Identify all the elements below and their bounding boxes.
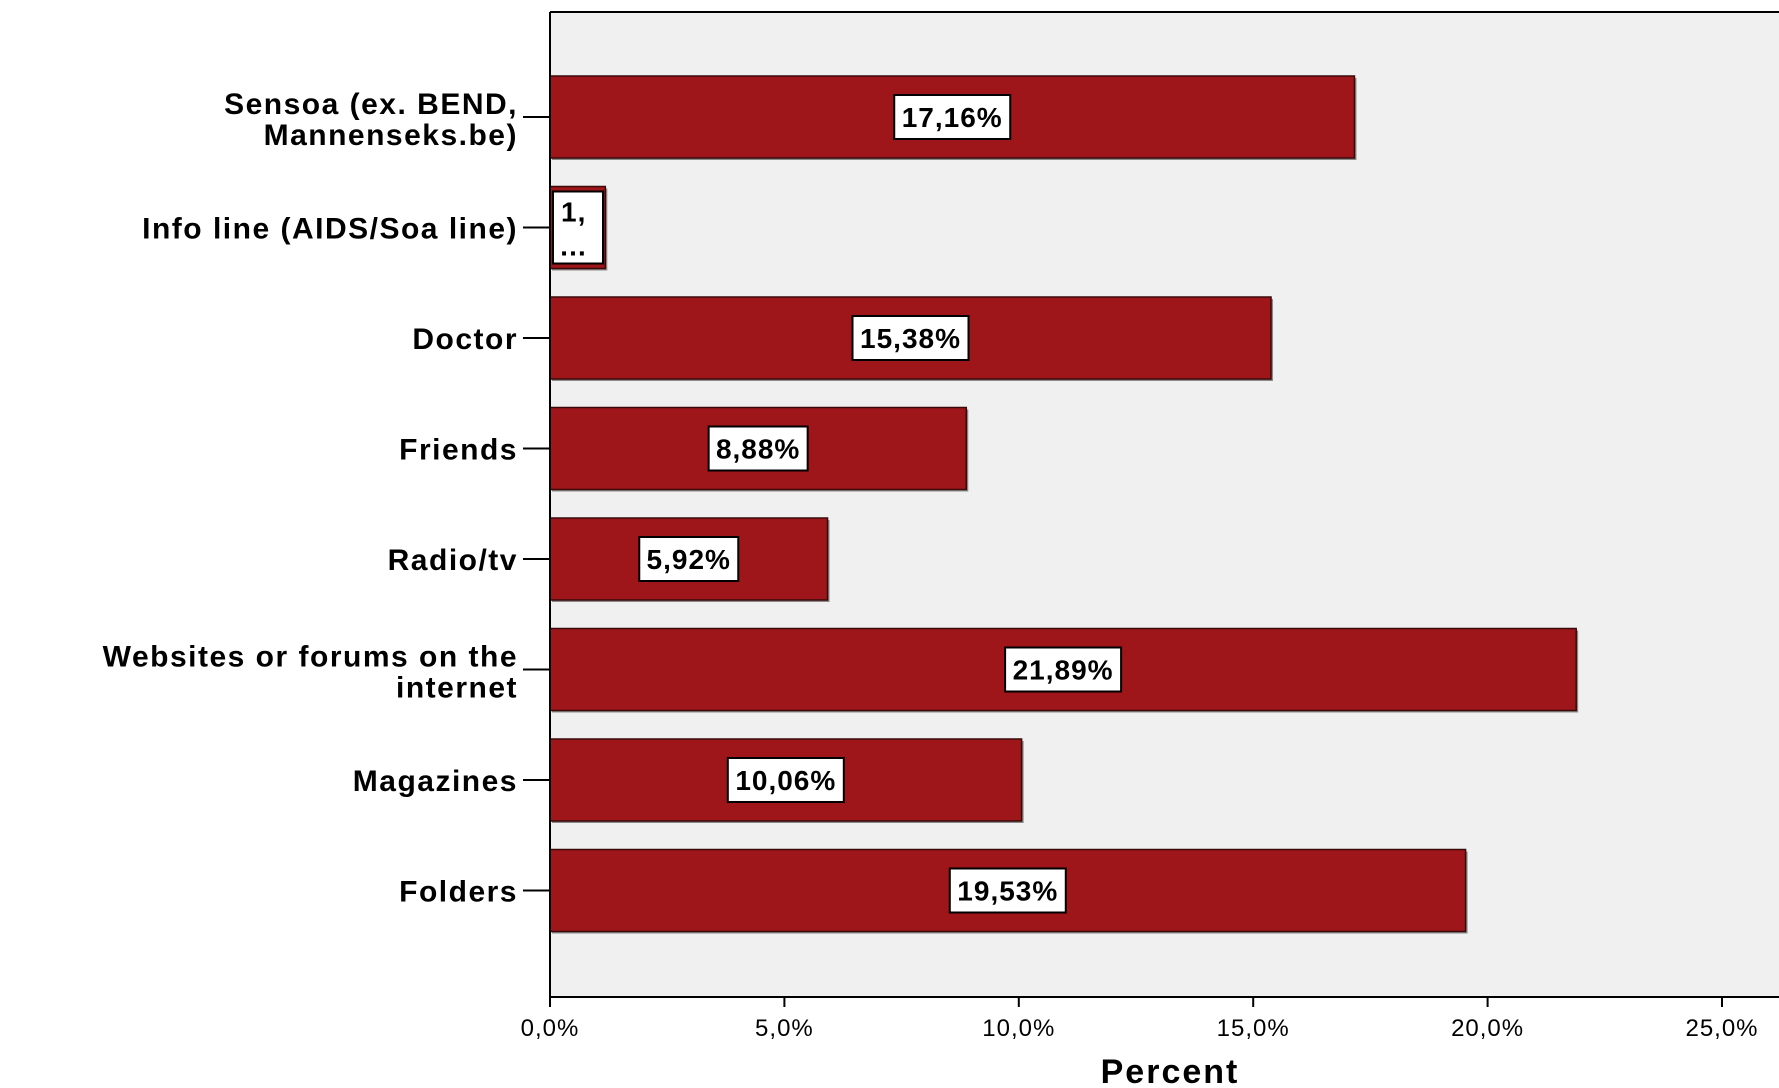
category-label: Websites or forums on the xyxy=(103,641,518,674)
category-label: Friends xyxy=(399,434,518,467)
category-label-line2: Mannenseks.be) xyxy=(264,119,518,152)
category-label: Folders xyxy=(399,876,518,909)
data-label-box xyxy=(638,536,740,582)
data-label-box xyxy=(893,94,1012,140)
data-label-box xyxy=(851,315,970,361)
x-axis-title: Percent xyxy=(1101,1053,1240,1088)
category-label: Info line (AIDS/Soa line) xyxy=(142,213,518,246)
data-label: 8,88% xyxy=(716,434,800,465)
data-label-box xyxy=(726,757,845,803)
data-label-box xyxy=(707,425,809,472)
data-label-box xyxy=(948,867,1067,914)
category-label: Sensoa (ex. BEND, xyxy=(224,88,518,121)
plot-area xyxy=(550,12,1779,997)
category-label-line2: internet xyxy=(396,672,518,705)
data-label: 19,53% xyxy=(957,876,1058,907)
category-label: Magazines xyxy=(353,765,518,798)
x-tick-label: 0,0% xyxy=(521,1015,580,1042)
x-tick-label: 15,0% xyxy=(1217,1015,1290,1042)
bar xyxy=(549,296,1272,380)
category-label: Radio/tv xyxy=(388,544,518,577)
data-label: 1, xyxy=(561,197,586,228)
data-label: 5,92% xyxy=(647,544,731,575)
bar xyxy=(549,75,1356,159)
bar xyxy=(549,627,1577,712)
x-tick-label: 20,0% xyxy=(1451,1015,1524,1042)
data-label: 17,16% xyxy=(902,102,1003,133)
data-label-ellipsis: … xyxy=(559,231,588,262)
data-label-box xyxy=(552,190,604,265)
data-label: 15,38% xyxy=(860,323,961,354)
data-label-box xyxy=(1004,646,1123,693)
data-label: 21,89% xyxy=(1013,655,1114,686)
data-label: 10,06% xyxy=(735,765,836,796)
x-tick-label: 5,0% xyxy=(755,1015,814,1042)
category-label: Doctor xyxy=(412,323,518,356)
x-tick-label: 10,0% xyxy=(982,1015,1055,1042)
x-tick-label: 25,0% xyxy=(1685,1015,1758,1042)
